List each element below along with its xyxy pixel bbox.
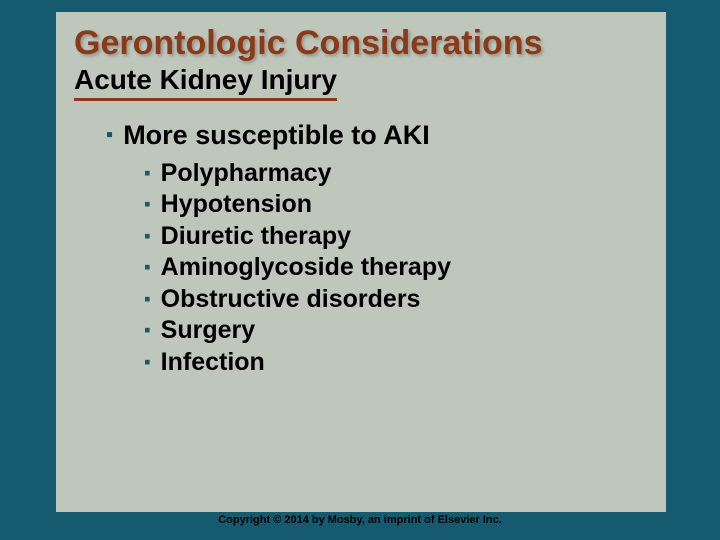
bullet-marker-icon: ▪ [144, 284, 151, 315]
bullet-marker-icon: ▪ [106, 119, 113, 152]
bullet-item-l1: ▪ More susceptible to AKI [106, 119, 648, 152]
bullet-item-l2: ▪ Surgery [144, 315, 648, 346]
bullet-text: Polypharmacy [161, 158, 332, 189]
bullet-marker-icon: ▪ [144, 189, 151, 220]
bullet-item-l2: ▪ Infection [144, 347, 648, 378]
bullet-text: Aminoglycoside therapy [161, 252, 451, 283]
bullet-marker-icon: ▪ [144, 221, 151, 252]
bullet-item-l2: ▪ Diuretic therapy [144, 221, 648, 252]
bullet-text: More susceptible to AKI [123, 119, 430, 152]
bullet-item-l2: ▪ Polypharmacy [144, 158, 648, 189]
bullet-marker-icon: ▪ [144, 252, 151, 283]
bullet-text: Infection [161, 347, 265, 378]
bullet-marker-icon: ▪ [144, 347, 151, 378]
bullet-text: Diuretic therapy [161, 221, 351, 252]
bullet-list: ▪ More susceptible to AKI ▪ Polypharmacy ▪ Hy… [74, 119, 648, 377]
bullet-marker-icon: ▪ [144, 315, 151, 346]
bullet-item-l2: ▪ Aminoglycoside therapy [144, 252, 648, 283]
copyright-text: Copyright © 2014 by Mosby, an imprint of… [0, 514, 720, 526]
slide: Gerontologic Considerations Acute Kidney… [0, 0, 720, 540]
bullet-item-l2: ▪ Hypotension [144, 189, 648, 220]
bullet-text: Surgery [161, 315, 255, 346]
slide-title: Gerontologic Considerations [74, 26, 648, 62]
slide-subtitle: Acute Kidney Injury [74, 64, 337, 101]
bullet-text: Obstructive disorders [161, 284, 421, 315]
bullet-text: Hypotension [161, 189, 312, 220]
content-box: Gerontologic Considerations Acute Kidney… [56, 12, 666, 512]
bullet-item-l2: ▪ Obstructive disorders [144, 284, 648, 315]
bullet-marker-icon: ▪ [144, 158, 151, 189]
